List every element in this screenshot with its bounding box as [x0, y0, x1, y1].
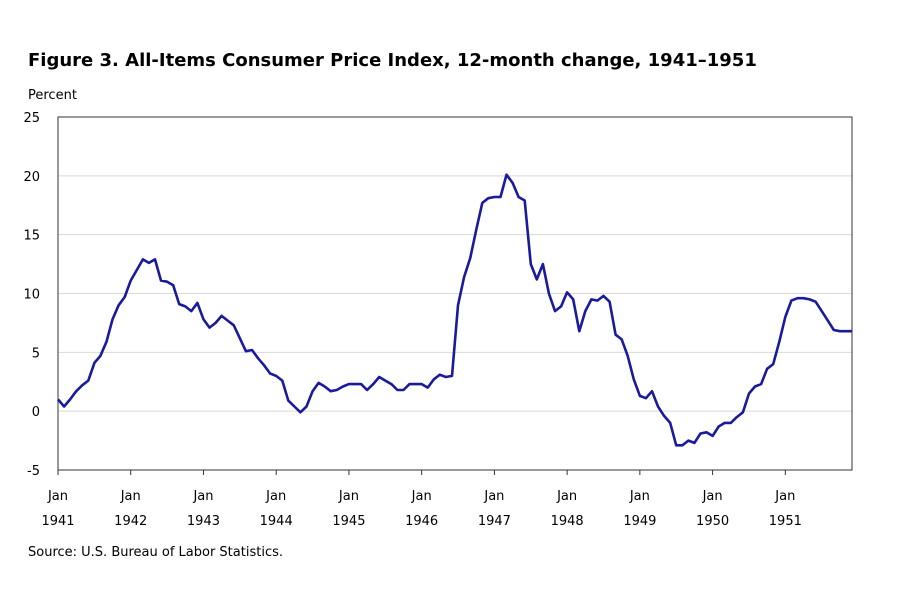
x-tick-year: 1950 — [696, 514, 729, 529]
x-tick-month: Jan — [47, 489, 68, 504]
series-line-cpi-change — [58, 175, 852, 446]
y-tick-label: -5 — [27, 464, 40, 479]
x-tick-year: 1942 — [114, 514, 147, 529]
x-tick-month: Jan — [483, 489, 504, 504]
x-tick-year: 1947 — [478, 514, 511, 529]
y-axis-label: Percent — [28, 88, 77, 103]
x-tick-year: 1949 — [623, 514, 656, 529]
x-tick-year: 1941 — [41, 514, 74, 529]
chart-title: Figure 3. All-Items Consumer Price Index… — [28, 50, 757, 71]
x-tick-month: Jan — [120, 489, 141, 504]
x-tick-year: 1945 — [332, 514, 365, 529]
y-tick-label: 0 — [32, 405, 40, 420]
y-tick-label: 15 — [23, 229, 40, 244]
x-tick-month: Jan — [629, 489, 650, 504]
x-tick-labels: Jan 1941 Jan 1942 Jan 1943 Jan 1944 Jan 1945 Jan 19… — [41, 470, 801, 529]
y-tick-label: 20 — [23, 170, 40, 185]
data-points — [58, 175, 852, 446]
x-tick-year: 1951 — [769, 514, 802, 529]
x-tick-month: Jan — [702, 489, 723, 504]
x-tick-year: 1944 — [260, 514, 293, 529]
x-tick-month: Jan — [265, 489, 286, 504]
y-tick-labels: 25 20 15 10 5 0 -5 — [23, 111, 40, 479]
x-tick-month: Jan — [192, 489, 213, 504]
x-tick-month: Jan — [774, 489, 795, 504]
y-tick-label: 5 — [32, 346, 40, 361]
x-tick-month: Jan — [338, 489, 359, 504]
x-tick-year: 1946 — [405, 514, 438, 529]
x-tick-month: Jan — [556, 489, 577, 504]
y-tick-label: 25 — [23, 111, 40, 126]
x-tick-month: Jan — [411, 489, 432, 504]
x-tick-year: 1948 — [551, 514, 584, 529]
source-note: Source: U.S. Bureau of Labor Statistics. — [28, 545, 283, 560]
y-tick-label: 10 — [23, 288, 40, 303]
x-tick-year: 1943 — [187, 514, 220, 529]
